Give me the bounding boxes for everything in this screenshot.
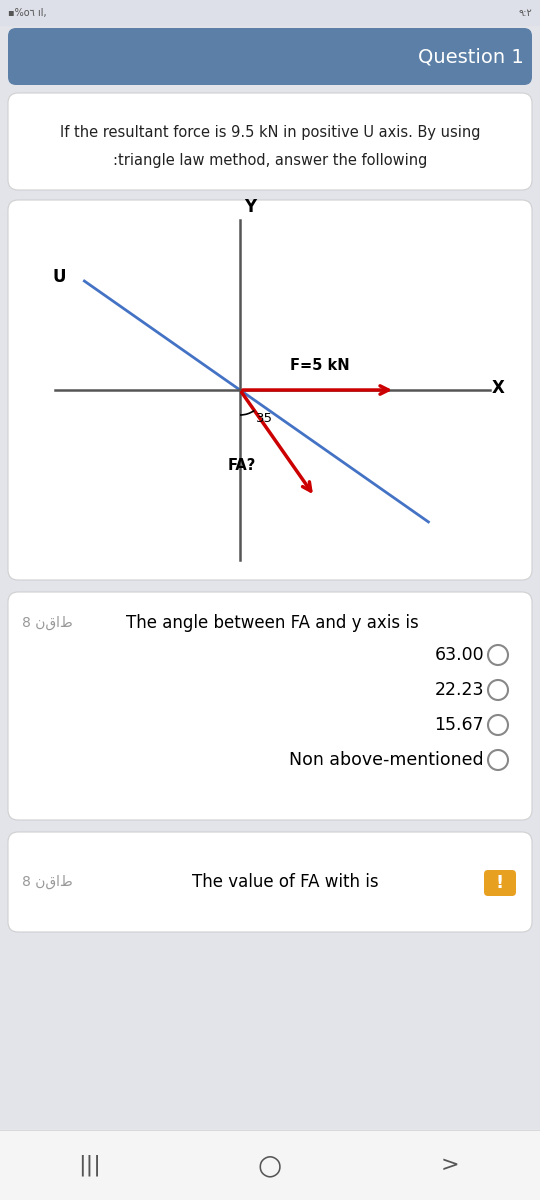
- FancyBboxPatch shape: [8, 92, 532, 190]
- Text: Y: Y: [244, 198, 256, 216]
- Bar: [0, 0, 540, 25]
- Text: 63.00: 63.00: [434, 646, 484, 664]
- Text: F=5 kN: F=5 kN: [290, 358, 349, 373]
- Text: If the resultant force is 9.5 kN in positive U axis. By using: If the resultant force is 9.5 kN in posi…: [60, 126, 480, 140]
- Text: |||: |||: [78, 1154, 102, 1176]
- Text: Question 1: Question 1: [418, 48, 524, 66]
- FancyBboxPatch shape: [8, 200, 532, 580]
- FancyBboxPatch shape: [8, 592, 532, 820]
- Circle shape: [488, 680, 508, 700]
- Text: FA?: FA?: [228, 458, 256, 473]
- Text: :triangle law method, answer the following: :triangle law method, answer the followi…: [113, 152, 427, 168]
- Text: 22.23: 22.23: [435, 680, 484, 698]
- Text: The angle between FA and y axis is: The angle between FA and y axis is: [126, 614, 418, 632]
- Text: ٩:٢: ٩:٢: [518, 8, 532, 18]
- Text: Non above-mentioned: Non above-mentioned: [289, 751, 484, 769]
- Text: X: X: [492, 379, 505, 397]
- Text: ○: ○: [258, 1151, 282, 1178]
- Circle shape: [488, 715, 508, 734]
- Text: The value of FA with is: The value of FA with is: [192, 874, 379, 890]
- Text: 8 نقاط: 8 نقاط: [22, 875, 72, 889]
- Bar: [0, 1130, 540, 1200]
- FancyBboxPatch shape: [8, 832, 532, 932]
- Text: U: U: [53, 268, 66, 286]
- Text: 15.67: 15.67: [434, 716, 484, 734]
- Text: >: >: [441, 1154, 460, 1175]
- FancyBboxPatch shape: [8, 28, 532, 85]
- Text: 8 نقاط: 8 نقاط: [22, 616, 72, 630]
- Circle shape: [488, 646, 508, 665]
- Circle shape: [488, 750, 508, 770]
- Text: ▪%o٦ ıl,: ▪%o٦ ıl,: [8, 8, 46, 18]
- Text: 35: 35: [256, 412, 273, 425]
- FancyBboxPatch shape: [484, 870, 516, 896]
- Text: !: !: [496, 874, 504, 892]
